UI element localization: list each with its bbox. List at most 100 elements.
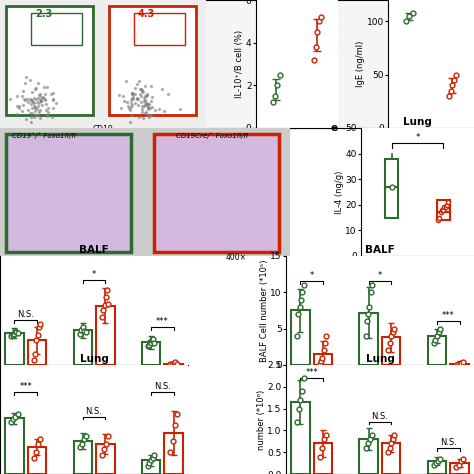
Point — [16, 102, 23, 110]
Text: N.S.: N.S. — [440, 438, 456, 447]
Point — [49, 96, 57, 104]
Point — [137, 98, 145, 105]
Point — [49, 104, 56, 111]
Point — [128, 90, 135, 97]
Y-axis label: IL-10⁺/B cell (%): IL-10⁺/B cell (%) — [236, 30, 245, 98]
Point — [25, 107, 32, 114]
Point — [176, 105, 183, 112]
Point — [31, 104, 38, 111]
Point — [132, 84, 139, 91]
Bar — [359, 313, 378, 365]
Point — [148, 104, 155, 111]
Point — [142, 92, 149, 100]
Text: 400×: 400× — [226, 253, 247, 262]
Point — [127, 118, 134, 126]
Bar — [6, 135, 131, 252]
Point — [36, 90, 44, 98]
Point — [28, 98, 36, 105]
Point — [143, 90, 150, 98]
Text: 2.3: 2.3 — [35, 9, 52, 18]
Text: *: * — [378, 271, 382, 280]
Point — [44, 104, 52, 112]
Point — [35, 94, 42, 102]
Point — [38, 101, 46, 109]
Point — [41, 95, 49, 103]
Y-axis label: IgE (ng/ml): IgE (ng/ml) — [356, 41, 365, 87]
Bar — [96, 306, 115, 365]
Point — [140, 94, 148, 101]
Point — [128, 103, 135, 111]
Text: ***: *** — [305, 368, 318, 377]
Point — [32, 84, 40, 92]
Point — [35, 108, 43, 116]
Point — [141, 96, 149, 103]
Point — [37, 96, 45, 104]
Bar — [291, 310, 310, 365]
Point — [126, 107, 134, 114]
Point — [125, 132, 133, 139]
Point — [34, 111, 42, 118]
Point — [49, 89, 57, 97]
Bar — [31, 13, 82, 45]
Point — [128, 99, 135, 107]
Bar — [314, 354, 332, 365]
Point — [21, 97, 28, 104]
Point — [43, 83, 50, 91]
Point — [146, 105, 154, 112]
Point — [28, 89, 36, 96]
Point — [143, 100, 151, 108]
Point — [44, 108, 52, 116]
Point — [28, 109, 36, 116]
Point — [18, 107, 26, 114]
Y-axis label: IL-4 (ng/g): IL-4 (ng/g) — [335, 170, 344, 214]
Point — [49, 95, 57, 103]
Point — [23, 96, 30, 103]
Point — [123, 99, 131, 106]
Point — [147, 111, 155, 119]
Point — [140, 102, 148, 109]
Point — [147, 82, 155, 90]
Point — [128, 94, 136, 102]
Point — [42, 96, 49, 103]
Bar — [6, 7, 92, 115]
Point — [137, 86, 144, 93]
Point — [144, 100, 152, 107]
Point — [13, 110, 21, 118]
Point — [29, 98, 37, 106]
Bar — [314, 444, 332, 474]
Point — [22, 73, 30, 81]
Point — [143, 91, 151, 99]
Point — [138, 87, 146, 94]
Title: BALF: BALF — [79, 245, 109, 255]
Point — [26, 76, 34, 84]
Point — [52, 99, 60, 107]
Bar — [437, 200, 450, 220]
Point — [139, 114, 146, 122]
Point — [122, 77, 129, 84]
Point — [141, 92, 149, 100]
Point — [27, 100, 35, 108]
Point — [128, 89, 136, 97]
Text: ***: *** — [19, 382, 32, 391]
Point — [31, 107, 38, 114]
Text: ***: *** — [156, 317, 169, 326]
Point — [31, 103, 38, 110]
Point — [145, 103, 152, 111]
Bar — [450, 364, 469, 365]
Point — [129, 90, 137, 98]
Point — [137, 85, 145, 93]
Point — [42, 100, 49, 108]
Point — [131, 99, 139, 106]
Point — [33, 106, 40, 113]
Point — [151, 106, 159, 113]
Point — [22, 115, 29, 123]
Point — [146, 111, 154, 118]
Bar — [142, 343, 160, 365]
Point — [134, 94, 141, 101]
Text: *: * — [92, 270, 96, 279]
Point — [115, 91, 123, 99]
Point — [40, 83, 47, 91]
Point — [134, 95, 141, 103]
Bar — [164, 364, 183, 365]
Point — [138, 105, 146, 112]
